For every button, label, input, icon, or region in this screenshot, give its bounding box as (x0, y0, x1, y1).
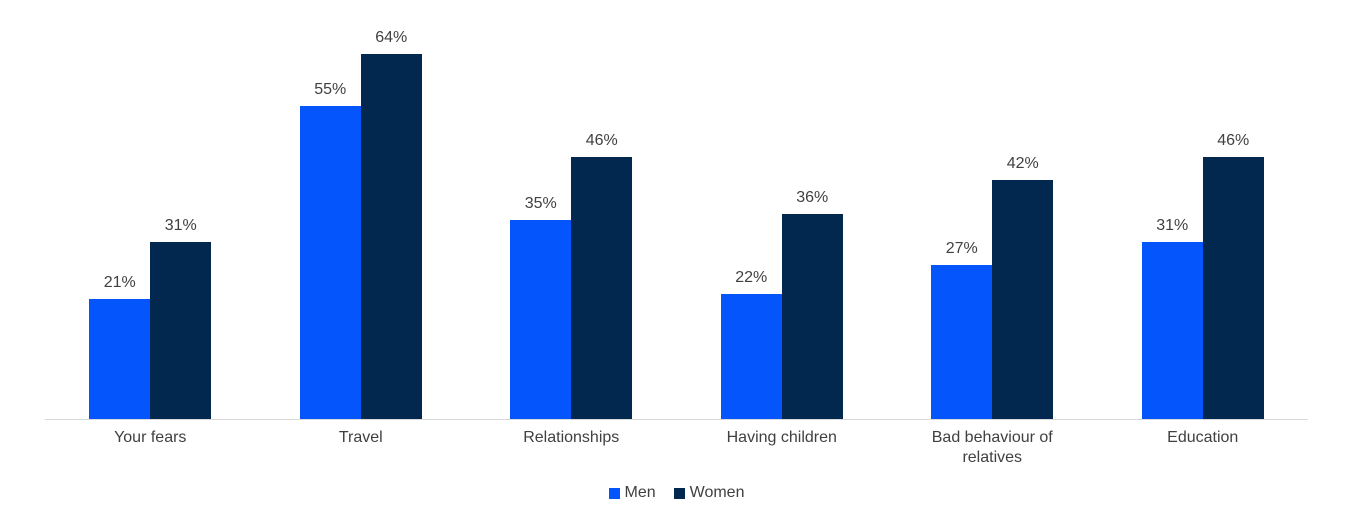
legend-item-men: Men (608, 484, 656, 502)
bar-value-label: 36% (796, 188, 829, 206)
bar-value-label: 35% (524, 194, 557, 212)
category-label: Travel (256, 428, 467, 468)
bar-rect-men (720, 293, 782, 419)
bar-rect-women (150, 242, 212, 419)
bar-rect-men (931, 265, 993, 419)
legend: Men Women (608, 484, 745, 502)
bar-men: 21% (89, 274, 151, 419)
bar-group: 55% 64% (256, 0, 467, 419)
bar-value-label: 27% (945, 240, 978, 258)
bar-value-label: 31% (164, 217, 197, 235)
legend-label: Women (689, 484, 745, 501)
bar-rect-men (1141, 242, 1203, 419)
bar-men: 27% (931, 240, 993, 419)
plot-area: 21% 31% 55% 64% 35% 46% 22% 36% 27% 42% 31% 46% (45, 0, 1308, 420)
category-label-text: Bad behaviour of relatives (931, 429, 1053, 466)
category-label-text: Travel (338, 429, 383, 446)
bar-men: 22% (720, 269, 782, 419)
bar-group: 21% 31% (45, 0, 256, 419)
bar-rect-men (299, 105, 361, 419)
bar-value-label: 22% (735, 268, 768, 286)
bar-women: 46% (1202, 132, 1264, 419)
category-label: Bad behaviour of relatives (887, 428, 1098, 468)
category-label-text: Relationships (523, 429, 620, 446)
bar-men: 55% (299, 81, 361, 419)
category-label-text: Having children (726, 429, 837, 446)
bar-women: 31% (150, 217, 212, 419)
bar-men: 31% (1141, 217, 1203, 419)
category-label: Your fears (45, 428, 256, 468)
bar-women: 46% (571, 132, 633, 419)
bar-value-label: 46% (1217, 131, 1250, 149)
legend-swatch-icon (673, 487, 685, 499)
bar-value-label: 42% (1006, 154, 1039, 172)
bar-rect-men (510, 219, 572, 419)
bar-group: 27% 42% (887, 0, 1098, 419)
category-label-text: Education (1167, 429, 1239, 446)
bar-rect-women (992, 179, 1054, 419)
bar-women: 36% (781, 189, 843, 419)
category-label: Relationships (466, 428, 677, 468)
legend-label: Men (624, 484, 656, 501)
bar-value-label: 46% (585, 131, 618, 149)
bar-group: 35% 46% (466, 0, 677, 419)
bar-value-label: 31% (1156, 217, 1189, 235)
bar-women: 42% (992, 155, 1054, 419)
category-label: Education (1098, 428, 1309, 468)
x-axis-labels: Your fears Travel Relationships Having chil… (45, 428, 1308, 468)
category-label: Having children (677, 428, 888, 468)
bar-rect-women (360, 54, 422, 419)
bar-men: 35% (510, 195, 572, 419)
category-label-text: Your fears (114, 429, 187, 446)
bar-value-label: 21% (103, 274, 136, 292)
bar-rect-women (1202, 156, 1264, 419)
bar-rect-women (781, 213, 843, 419)
bar-rect-women (571, 156, 633, 419)
bar-women: 64% (360, 29, 422, 419)
bar-rect-men (89, 299, 151, 419)
bar-value-label: 55% (314, 80, 347, 98)
bar-group: 22% 36% (677, 0, 888, 419)
legend-item-women: Women (673, 484, 745, 502)
legend-swatch-icon (608, 487, 620, 499)
bar-value-label: 64% (375, 29, 408, 47)
bar-group: 31% 46% (1098, 0, 1309, 419)
